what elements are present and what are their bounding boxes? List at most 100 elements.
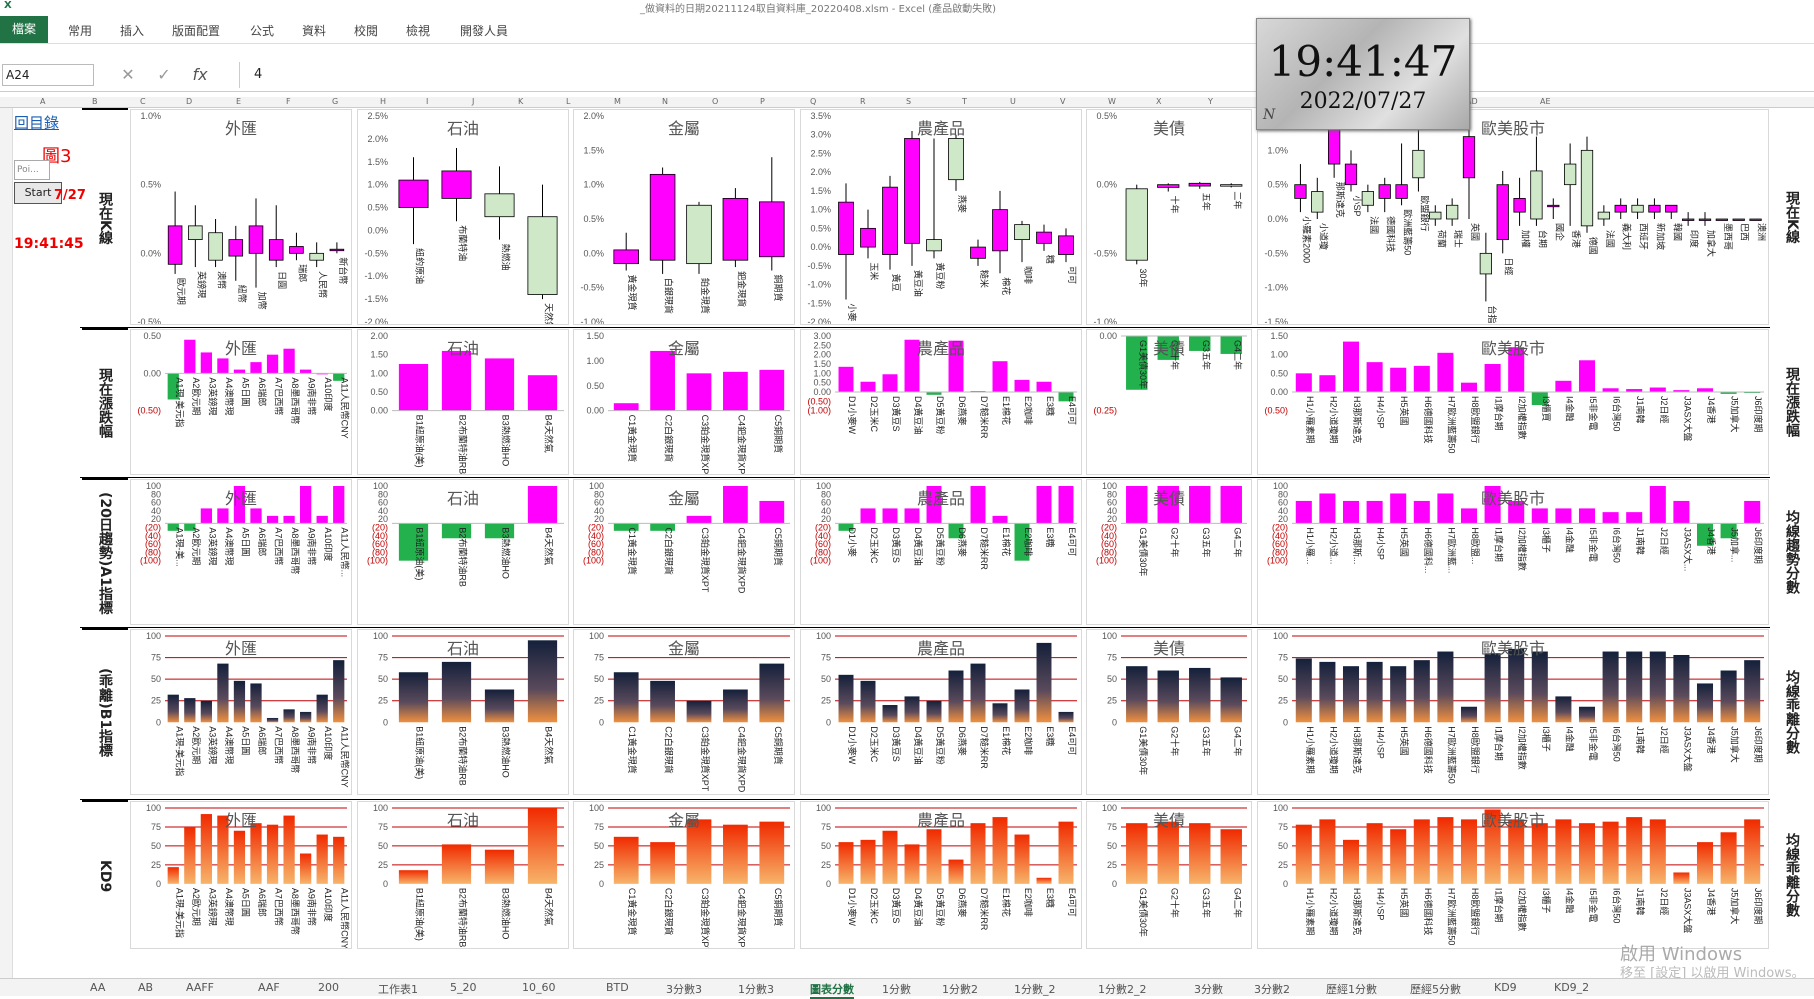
column-header[interactable]: H: [380, 97, 387, 106]
bar[interactable]: [1720, 670, 1737, 723]
candle-body[interactable]: [188, 225, 203, 241]
bar[interactable]: [1157, 336, 1179, 360]
bar[interactable]: [1157, 821, 1179, 884]
candle-body[interactable]: [1036, 231, 1052, 244]
sheet-tab[interactable]: 1分數_2: [1014, 983, 1056, 996]
chart-kd-metal[interactable]: 100 75 50 25 0 C1黃金現貨 C2白銀現貨 C3鉑金現貨XPT C4鈀金現貨XPD…: [573, 801, 795, 949]
sheet-tab[interactable]: 1分數2: [942, 983, 978, 996]
chart-chg-fx[interactable]: 0.50 0.00 (0.50) A1現-美元指 A2歐元期 A3英鎊現 A4澳幣現 A5日圓…: [130, 329, 352, 475]
bar[interactable]: [1484, 486, 1501, 524]
chart-b1-fx[interactable]: 100 75 50 25 0 A1現-美元指 A2歐元期 A3英鎊現 A4澳幣現 A5日圓 A6瑞郎…: [130, 629, 352, 795]
candle-body[interactable]: [1479, 252, 1492, 275]
bar[interactable]: [1673, 500, 1690, 524]
candle-body[interactable]: [228, 239, 244, 257]
candle-body[interactable]: [1682, 218, 1695, 221]
column-header[interactable]: N: [662, 97, 668, 106]
candle-body[interactable]: [1564, 163, 1577, 186]
chart-chg-oil[interactable]: 2.00 1.50 1.00 0.50 0.00 B1紐原油(美) B2布蘭特油RB B3熱燃…: [357, 329, 569, 475]
bar[interactable]: [1366, 661, 1383, 723]
bar[interactable]: [1508, 500, 1525, 524]
chart-b1-stock[interactable]: 100 75 50 25 0 H1小羅素期 H2小道瓊期 H3那斯達克 H4小SP H5英國 H6德…: [1257, 629, 1769, 795]
bar[interactable]: [167, 694, 179, 723]
bar[interactable]: [1366, 500, 1383, 524]
candle-body[interactable]: [1530, 170, 1543, 220]
candle-body[interactable]: [1395, 184, 1408, 199]
bar[interactable]: [992, 515, 1008, 524]
candle-body[interactable]: [686, 204, 712, 265]
candle-body[interactable]: [441, 170, 472, 199]
fx-icon[interactable]: fx: [192, 65, 208, 84]
bar[interactable]: [759, 369, 785, 411]
candle-body[interactable]: [904, 138, 920, 244]
candle-body[interactable]: [329, 248, 345, 252]
bar[interactable]: [1696, 683, 1714, 723]
bar[interactable]: [1295, 658, 1312, 723]
bar[interactable]: [970, 486, 986, 524]
bar[interactable]: [970, 663, 986, 723]
bar[interactable]: [1126, 666, 1148, 723]
bar[interactable]: [398, 523, 429, 561]
candle-body[interactable]: [398, 179, 429, 208]
candle-body[interactable]: [838, 201, 854, 255]
bar[interactable]: [1342, 666, 1360, 723]
bar[interactable]: [527, 375, 558, 411]
bar[interactable]: [398, 672, 429, 723]
bar[interactable]: [613, 523, 639, 531]
bar[interactable]: [1744, 500, 1761, 524]
bar[interactable]: [1390, 666, 1407, 723]
candle-body[interactable]: [268, 239, 284, 261]
bar[interactable]: [882, 508, 898, 524]
chart-k-agri[interactable]: 3.5% 3.0% 2.5% 2.0% 1.5% 1.0% 0.5% 0.0% -0.5% -1.…: [800, 109, 1082, 325]
bar[interactable]: [217, 508, 229, 524]
bar[interactable]: [398, 870, 429, 884]
bar[interactable]: [650, 350, 675, 411]
bar[interactable]: [1720, 832, 1737, 884]
candle-body[interactable]: [1732, 218, 1745, 221]
bar[interactable]: [1484, 809, 1501, 884]
bar[interactable]: [1696, 523, 1714, 546]
bar[interactable]: [250, 823, 262, 884]
bar[interactable]: [1626, 817, 1643, 884]
column-header[interactable]: K: [518, 97, 524, 106]
bar[interactable]: [333, 486, 345, 524]
column-header[interactable]: S: [906, 97, 912, 106]
bar[interactable]: [1696, 842, 1714, 884]
worksheet-grid[interactable]: 回目錄 圖3 Poi... Start 7/27 19:41:45 現在K線 現在…: [0, 108, 1814, 978]
sheet-tab[interactable]: 工作表1: [378, 983, 418, 996]
bar[interactable]: [1126, 486, 1148, 524]
bar[interactable]: [904, 844, 920, 884]
candle-body[interactable]: [289, 246, 304, 254]
bar[interactable]: [1602, 512, 1619, 524]
chart-k-bond[interactable]: 0.5% 0.0% -0.5% -1.0% 30年 十年 五年 二年 美債: [1086, 109, 1252, 325]
bar[interactable]: [948, 523, 964, 539]
bar[interactable]: [233, 680, 246, 723]
bar[interactable]: [266, 824, 279, 884]
bar[interactable]: [184, 339, 196, 374]
bar[interactable]: [1390, 829, 1407, 884]
bar[interactable]: [1390, 493, 1407, 524]
column-header[interactable]: E: [236, 97, 242, 106]
sheet-tab[interactable]: 歷經5分數: [1410, 983, 1461, 996]
bar[interactable]: [1413, 660, 1430, 723]
clock-widget[interactable]: 19:41:47 2022/07/27 N: [1256, 18, 1470, 130]
candle-body[interactable]: [1157, 184, 1180, 188]
bar[interactable]: [1295, 500, 1312, 524]
bar[interactable]: [1744, 660, 1761, 723]
bar[interactable]: [686, 515, 712, 524]
bar[interactable]: [686, 373, 712, 411]
bar[interactable]: [1744, 392, 1761, 394]
bar[interactable]: [1437, 817, 1454, 884]
sheet-tab[interactable]: KD9: [1494, 981, 1517, 994]
bar[interactable]: [233, 486, 246, 524]
chart-k-oil[interactable]: 2.5% 2.0% 1.5% 1.0% 0.5% 0.0% -0.5% -1.0% -1.5% -…: [357, 109, 569, 325]
bar[interactable]: [200, 508, 212, 524]
sheet-tab[interactable]: 圖表分數: [810, 981, 854, 999]
tab-page-layout[interactable]: 版面配置: [172, 24, 221, 38]
column-header[interactable]: R: [860, 97, 866, 106]
column-header[interactable]: U: [1010, 97, 1016, 106]
bar[interactable]: [882, 374, 898, 393]
sheet-tab[interactable]: KD9_2: [1554, 981, 1590, 994]
bar[interactable]: [1437, 352, 1454, 393]
bar[interactable]: [613, 672, 639, 723]
candle-body[interactable]: [208, 232, 223, 261]
